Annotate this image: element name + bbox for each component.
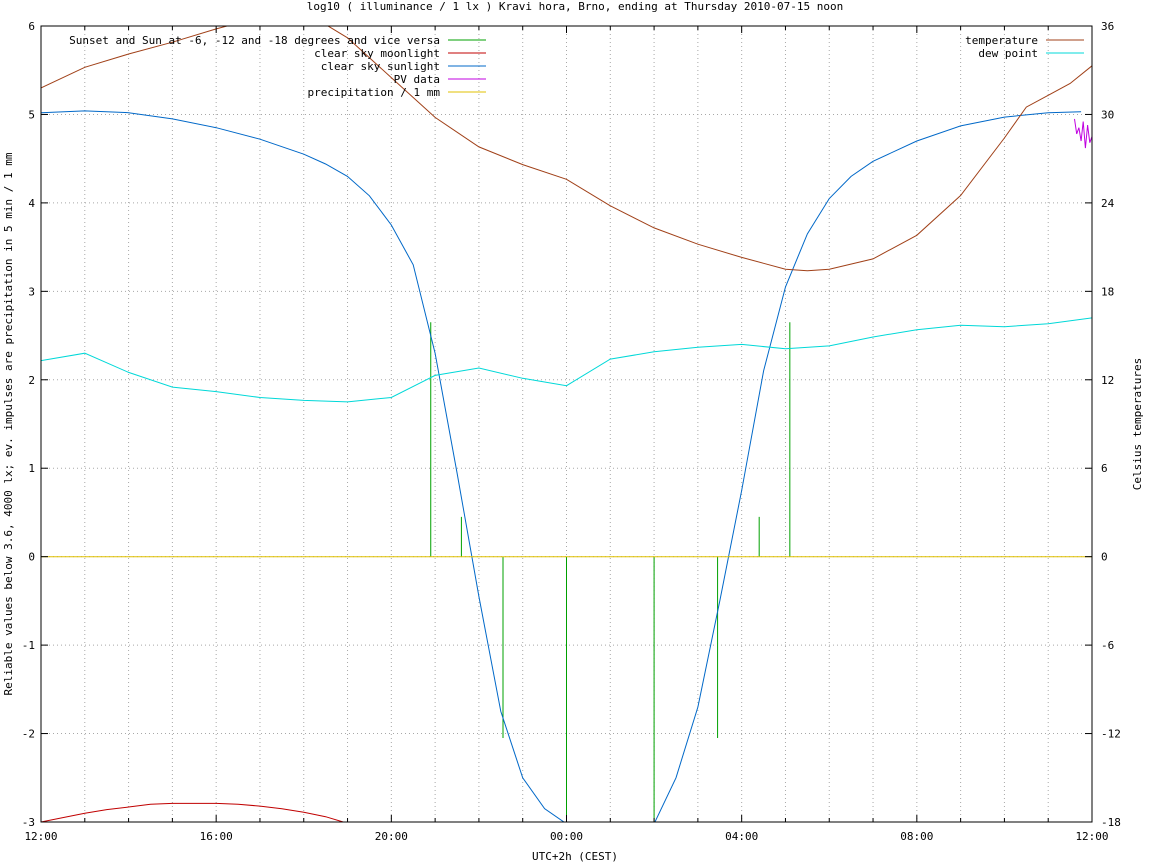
x-axis-label: UTC+2h (CEST) [532, 850, 618, 863]
y-tick-label: 1 [28, 462, 35, 475]
y-tick-label: 4 [28, 197, 35, 210]
y2-tick-label: -12 [1101, 728, 1121, 741]
x-tick-label: 08:00 [900, 830, 933, 843]
y2-tick-label: -6 [1101, 639, 1114, 652]
y2-tick-label: 6 [1101, 462, 1108, 475]
x-tick-label: 04:00 [725, 830, 758, 843]
y-tick-label: 6 [28, 20, 35, 33]
grid [41, 26, 1092, 822]
legend-label-pv-data: PV data [394, 73, 440, 86]
dew-point-line [41, 317, 1092, 403]
y2-tick-label: 30 [1101, 108, 1114, 121]
y-tick-label: 0 [28, 551, 35, 564]
x-tick-label: 16:00 [200, 830, 233, 843]
clear-sky-sunlight-line [41, 110, 1082, 822]
x-tick-label: 00:00 [550, 830, 583, 843]
x-tick-label: 12:00 [1075, 830, 1108, 843]
y2-tick-label: 12 [1101, 374, 1114, 387]
legend-label-clear-sky-moonlight: clear sky moonlight [314, 47, 440, 60]
legend: Sunset and Sun at -6, -12 and -18 degree… [69, 34, 1084, 99]
legend-label-dew-point: dew point [978, 47, 1038, 60]
legend-label-temperature: temperature [965, 34, 1038, 47]
y2-tick-label: 24 [1101, 197, 1115, 210]
x-tick-label: 12:00 [24, 830, 57, 843]
y-tick-label: 2 [28, 374, 35, 387]
legend-label-clear-sky-sunlight: clear sky sunlight [321, 60, 440, 73]
y-tick-label: -2 [22, 728, 35, 741]
pv-data-line [1074, 118, 1092, 149]
y2-tick-label: 18 [1101, 285, 1114, 298]
plot-series [41, 26, 1092, 822]
y2-tick-label: 36 [1101, 20, 1114, 33]
y-axis-label: Reliable values below 3.6, 4000 lx; ev. … [2, 152, 15, 695]
y2-axis-label: Celsius temperatures [1131, 358, 1144, 490]
legend-label-precipitation-1-mm: precipitation / 1 mm [308, 86, 441, 99]
temperature-line [41, 26, 1092, 272]
y-tick-label: -1 [22, 639, 35, 652]
y2-tick-label: -18 [1101, 816, 1121, 829]
chart-title: log10 ( illuminance / 1 lx ) Kravi hora,… [307, 0, 843, 13]
y-tick-label: 3 [28, 285, 35, 298]
y-tick-label: 5 [28, 108, 35, 121]
y-tick-label: -3 [22, 816, 35, 829]
clear-sky-moonlight-line [41, 802, 344, 822]
y2-tick-label: 0 [1101, 551, 1108, 564]
legend-label-sunset-and-sun-at-6-12-and-18-degrees-and-vice-versa: Sunset and Sun at -6, -12 and -18 degree… [69, 34, 440, 47]
x-tick-label: 20:00 [375, 830, 408, 843]
